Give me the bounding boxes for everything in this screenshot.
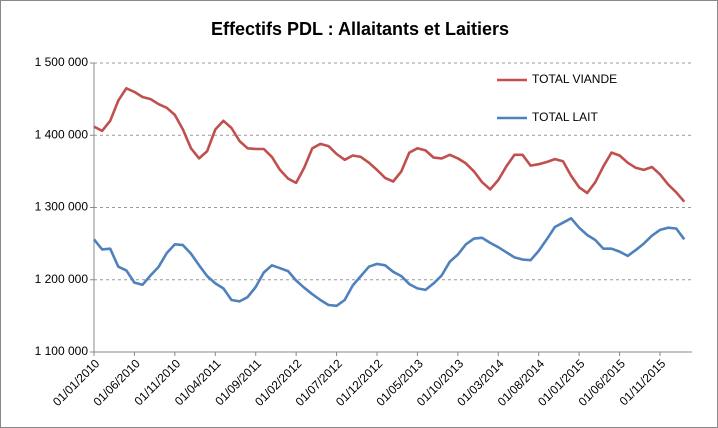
y-tick-label: 1 500 000 <box>35 55 89 69</box>
chart-title: Effectifs PDL : Allaitants et Laitiers <box>211 19 509 39</box>
y-tick-label: 1 200 000 <box>35 272 89 286</box>
y-tick-label: 1 300 000 <box>35 200 89 214</box>
y-tick-label: 1 400 000 <box>35 127 89 141</box>
series-line <box>92 217 686 308</box>
series-line <box>93 87 686 203</box>
legend-label: TOTAL LAIT <box>532 110 598 124</box>
legend-label: TOTAL VIANDE <box>532 72 617 86</box>
y-tick-label: 1 100 000 <box>35 344 89 358</box>
